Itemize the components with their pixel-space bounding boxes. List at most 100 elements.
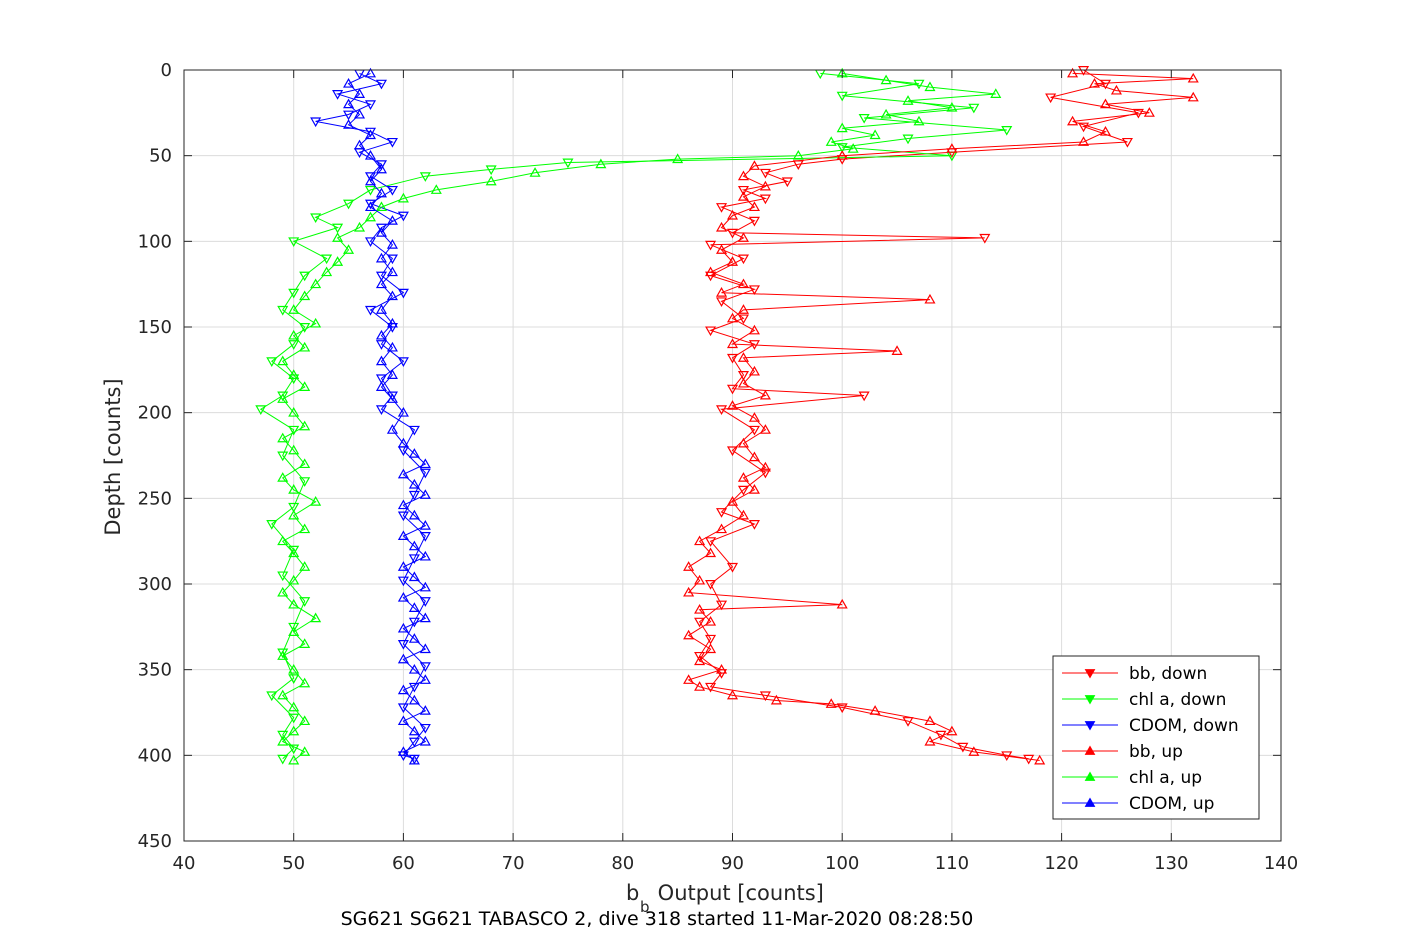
data-point xyxy=(737,170,750,181)
data-point xyxy=(332,232,344,242)
data-point xyxy=(288,329,300,340)
data-point xyxy=(397,437,409,448)
data-point xyxy=(408,490,420,501)
legend-entry-label: bb, down xyxy=(1129,664,1207,684)
data-point xyxy=(288,509,300,520)
data-point xyxy=(737,352,750,362)
data-point xyxy=(375,252,387,263)
data-point xyxy=(386,317,398,328)
data-point xyxy=(485,175,497,186)
data-point xyxy=(353,108,366,119)
data-point xyxy=(726,209,739,220)
data-point xyxy=(364,305,377,316)
data-point xyxy=(299,381,311,391)
data-point xyxy=(397,406,409,417)
data-point xyxy=(397,468,409,479)
data-point xyxy=(266,357,278,367)
data-point xyxy=(408,694,420,705)
data-point xyxy=(836,598,848,609)
data-point xyxy=(397,591,409,602)
data-point xyxy=(726,353,739,364)
x-tick-label: 80 xyxy=(611,853,634,874)
data-point xyxy=(1099,79,1112,90)
data-point xyxy=(715,663,728,674)
y-tick-label: 300 xyxy=(138,574,172,595)
data-point xyxy=(726,400,739,410)
data-point xyxy=(902,95,914,105)
data-point xyxy=(715,203,728,213)
data-point xyxy=(375,163,387,174)
y-tick-label: 0 xyxy=(161,60,172,81)
x-axis-label-main: b xyxy=(626,881,639,905)
data-point xyxy=(277,391,289,402)
data-point xyxy=(266,691,278,702)
legend-marker xyxy=(1084,797,1096,807)
data-point xyxy=(288,425,300,436)
data-point xyxy=(364,127,377,138)
data-point xyxy=(715,287,728,297)
data-point xyxy=(386,137,398,148)
data-point xyxy=(946,101,958,112)
data-point xyxy=(364,129,377,140)
legend-entry-label: chl a, down xyxy=(1129,690,1226,710)
data-point xyxy=(902,134,914,145)
x-tick-label: 120 xyxy=(1044,853,1078,874)
data-point xyxy=(386,185,398,196)
data-point xyxy=(1078,136,1090,146)
data-point xyxy=(386,393,398,403)
data-point xyxy=(759,468,771,479)
data-point xyxy=(408,754,420,765)
data-point xyxy=(277,586,289,597)
data-point xyxy=(288,288,300,299)
series-bb-down xyxy=(694,66,1144,765)
data-point xyxy=(1078,66,1090,76)
data-point xyxy=(869,129,881,140)
data-point xyxy=(726,338,739,349)
data-point xyxy=(299,458,311,469)
data-point xyxy=(683,674,695,684)
legend-entry-label: bb, up xyxy=(1129,742,1183,762)
data-point xyxy=(408,737,420,748)
data-point xyxy=(924,293,936,304)
data-point xyxy=(277,648,289,659)
data-point xyxy=(288,340,300,350)
data-point xyxy=(386,215,398,225)
data-point xyxy=(419,735,431,746)
data-point xyxy=(694,681,706,691)
data-point xyxy=(825,698,837,708)
series-line xyxy=(281,72,996,761)
data-point xyxy=(737,377,750,388)
data-point xyxy=(288,744,300,755)
data-point xyxy=(419,705,431,715)
data-point xyxy=(408,448,420,458)
data-point xyxy=(529,167,541,177)
data-point xyxy=(715,405,728,415)
data-point xyxy=(705,537,717,547)
data-point xyxy=(737,278,750,289)
data-point xyxy=(386,424,398,434)
axis-ticks: 40 50 60 70 80 90 100 110 120 130 140 0 50 100 150 200 2… xyxy=(138,60,1299,874)
data-point xyxy=(397,288,409,299)
data-point xyxy=(299,420,311,431)
data-point xyxy=(397,530,409,541)
data-point xyxy=(1034,754,1046,765)
data-point xyxy=(694,617,706,628)
data-point xyxy=(913,115,925,126)
data-point xyxy=(277,305,289,316)
data-point xyxy=(321,266,333,277)
data-point xyxy=(397,576,409,587)
data-point xyxy=(836,91,848,102)
data-point xyxy=(715,508,728,518)
data-point xyxy=(737,304,750,314)
data-point xyxy=(979,233,991,244)
data-point xyxy=(683,561,695,571)
data-point xyxy=(332,90,344,100)
data-point xyxy=(880,74,892,85)
data-point xyxy=(1067,67,1079,78)
data-point xyxy=(299,271,311,282)
legend-marker xyxy=(1084,771,1096,781)
x-tick-label: 60 xyxy=(392,853,415,874)
data-point xyxy=(891,345,903,355)
data-point xyxy=(726,384,739,395)
data-point xyxy=(408,425,420,436)
